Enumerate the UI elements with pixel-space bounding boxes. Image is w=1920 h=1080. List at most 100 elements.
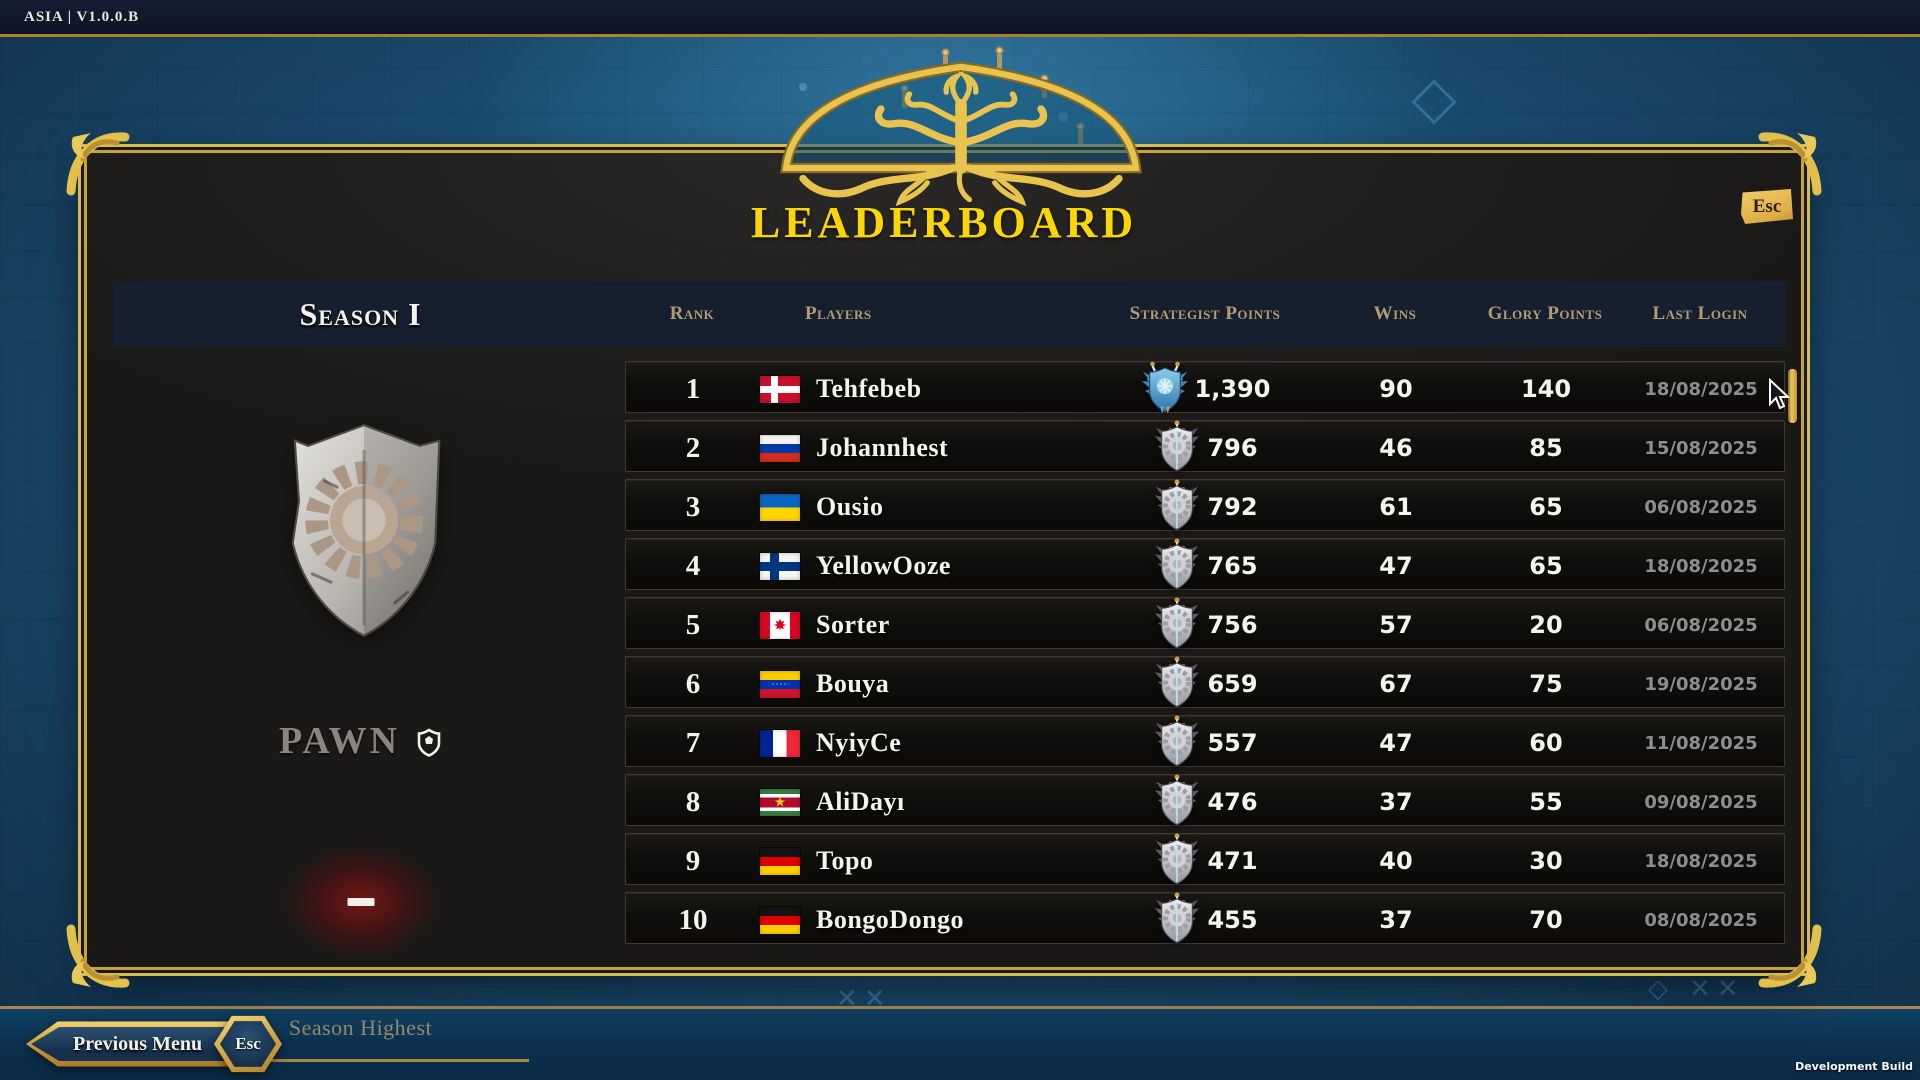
strategist-points-cell: 471 — [1096, 834, 1316, 888]
country-flag-icon — [760, 552, 800, 580]
leaderboard-rows: 1 Tehfebeb 1,390 90 140 18/08/2025 2 Joh… — [625, 361, 1785, 944]
esc-key-badge[interactable]: Esc — [1741, 189, 1793, 224]
rank-badge-icon — [1154, 417, 1200, 475]
leaderboard-row[interactable]: 7 NyiyCe 557 47 60 11/08/2025 — [625, 715, 1785, 767]
player-name: Bouya — [816, 669, 890, 698]
rune-diamond — [1411, 79, 1457, 125]
wins-value: 47 — [1379, 552, 1413, 580]
candle-icon — [995, 46, 1004, 70]
player-cell: Tehfebeb — [760, 362, 1096, 416]
player-name: YellowOoze — [816, 551, 951, 580]
column-header-rank: Rank — [669, 303, 715, 324]
player-cell: NyiyCe — [760, 716, 1096, 770]
glory-points-value: 85 — [1529, 434, 1563, 462]
rank-value: 6 — [685, 667, 701, 700]
glory-points-value: 55 — [1529, 788, 1563, 816]
strategist-points-value: 455 — [1207, 906, 1258, 934]
leaderboard-row[interactable]: 1 Tehfebeb 1,390 90 140 18/08/2025 — [625, 361, 1785, 413]
leaderboard-row[interactable]: 3 Ousio 792 61 65 06/08/2025 — [625, 479, 1785, 531]
strategist-points-value: 756 — [1207, 611, 1258, 639]
rank-badge-icon — [1154, 594, 1200, 652]
column-headers: Rank Players Strategist Points Wins Glor… — [625, 303, 1785, 325]
wins-value: 37 — [1379, 788, 1413, 816]
country-flag-icon — [760, 847, 800, 875]
player-cell: Sorter — [760, 598, 1096, 652]
strategist-points-cell: 659 — [1096, 657, 1316, 711]
strategist-points-cell: 455 — [1096, 893, 1316, 947]
player-name: NyiyCe — [816, 728, 902, 757]
strategist-points-value: 659 — [1207, 670, 1258, 698]
corner-flourish-icon — [1753, 919, 1827, 993]
last-login-value: 18/08/2025 — [1644, 555, 1758, 577]
last-login-value: 06/08/2025 — [1644, 496, 1758, 518]
rank-value: 10 — [678, 903, 708, 936]
rank-value: 7 — [685, 726, 701, 759]
season-highest-value: - — [347, 898, 375, 906]
player-name: BongoDongo — [816, 905, 965, 934]
player-name: AliDayı — [816, 787, 905, 816]
column-header-strategist-points: Strategist Points — [1129, 303, 1281, 324]
leaderboard-row[interactable]: 8 AliDayı 476 37 55 09/08/2025 — [625, 774, 1785, 826]
last-login-value: 08/08/2025 — [1644, 909, 1758, 931]
strategist-points-cell: 756 — [1096, 598, 1316, 652]
leaderboard-row[interactable]: 10 BongoDongo 455 37 70 08/08/2025 — [625, 892, 1785, 944]
player-cell: Topo — [760, 834, 1096, 888]
rank-title-row: PAWN — [113, 719, 608, 763]
glory-points-value: 20 — [1529, 611, 1563, 639]
player-name: Tehfebeb — [816, 374, 922, 403]
last-login-value: 19/08/2025 — [1644, 673, 1758, 695]
corner-flourish-icon — [61, 919, 135, 993]
country-flag-icon — [760, 434, 800, 462]
wins-value: 61 — [1379, 493, 1413, 521]
player-name: Sorter — [816, 610, 890, 639]
column-header-players: Players — [805, 303, 872, 324]
strategist-points-cell: 796 — [1096, 421, 1316, 475]
country-flag-icon — [760, 493, 800, 521]
rank-value: 1 — [685, 372, 701, 405]
country-flag-icon — [760, 611, 800, 639]
player-cell: YellowOoze — [760, 539, 1096, 593]
strategist-points-value: 792 — [1207, 493, 1258, 521]
region-version-label: ASIA | V1.0.0.B — [24, 8, 140, 25]
previous-menu-label: Previous Menu — [73, 1032, 203, 1055]
top-bar: ASIA | V1.0.0.B — [0, 0, 1920, 37]
leaderboard-row[interactable]: 2 Johannhest 796 46 85 15/08/2025 — [625, 420, 1785, 472]
tree-emblem-icon — [780, 61, 1142, 207]
wins-value: 67 — [1379, 670, 1413, 698]
country-flag-icon — [760, 729, 800, 757]
last-login-value: 06/08/2025 — [1644, 614, 1758, 636]
rank-badge-icon — [1154, 476, 1200, 534]
leaderboard-row[interactable]: 6 Bouya 659 67 75 19/08/2025 — [625, 656, 1785, 708]
wins-value: 40 — [1379, 847, 1413, 875]
wins-value: 46 — [1379, 434, 1413, 462]
rank-value: 2 — [685, 431, 701, 464]
footer-band — [0, 1006, 1920, 1080]
stone-shield-icon — [291, 424, 441, 638]
country-flag-icon — [760, 670, 800, 698]
strategist-points-value: 471 — [1207, 847, 1258, 875]
wins-value: 47 — [1379, 729, 1413, 757]
rank-badge-icon — [1154, 889, 1200, 947]
rank-title-label: PAWN — [278, 720, 401, 762]
strategist-points-value: 1,390 — [1194, 375, 1271, 403]
last-login-value: 09/08/2025 — [1644, 791, 1758, 813]
glory-points-value: 60 — [1529, 729, 1563, 757]
rank-value: 9 — [685, 844, 701, 877]
glory-points-value: 140 — [1520, 375, 1572, 403]
previous-menu-esc-key[interactable]: Esc — [214, 1012, 282, 1076]
leaderboard-row[interactable]: 9 Topo 471 40 30 18/08/2025 — [625, 833, 1785, 885]
strategist-points-value: 476 — [1207, 788, 1258, 816]
rank-badge-icon — [1142, 358, 1188, 416]
season-highest-label: Season Highest — [288, 1015, 433, 1040]
rank-value: 5 — [685, 608, 701, 641]
strategist-points-cell: 1,390 — [1096, 362, 1316, 416]
table-header: Season I Rank Players Strategist Points … — [113, 281, 1785, 347]
rank-value: 3 — [685, 490, 701, 523]
player-name: Johannhest — [816, 433, 949, 462]
scrollbar-thumb[interactable] — [1788, 369, 1797, 423]
page-title: LEADERBOARD — [750, 198, 1138, 247]
leaderboard-row[interactable]: 4 YellowOoze 765 47 65 18/08/2025 — [625, 538, 1785, 590]
leaderboard-row[interactable]: 5 Sorter 756 57 20 06/08/2025 — [625, 597, 1785, 649]
column-header-last-login: Last Login — [1652, 303, 1748, 324]
